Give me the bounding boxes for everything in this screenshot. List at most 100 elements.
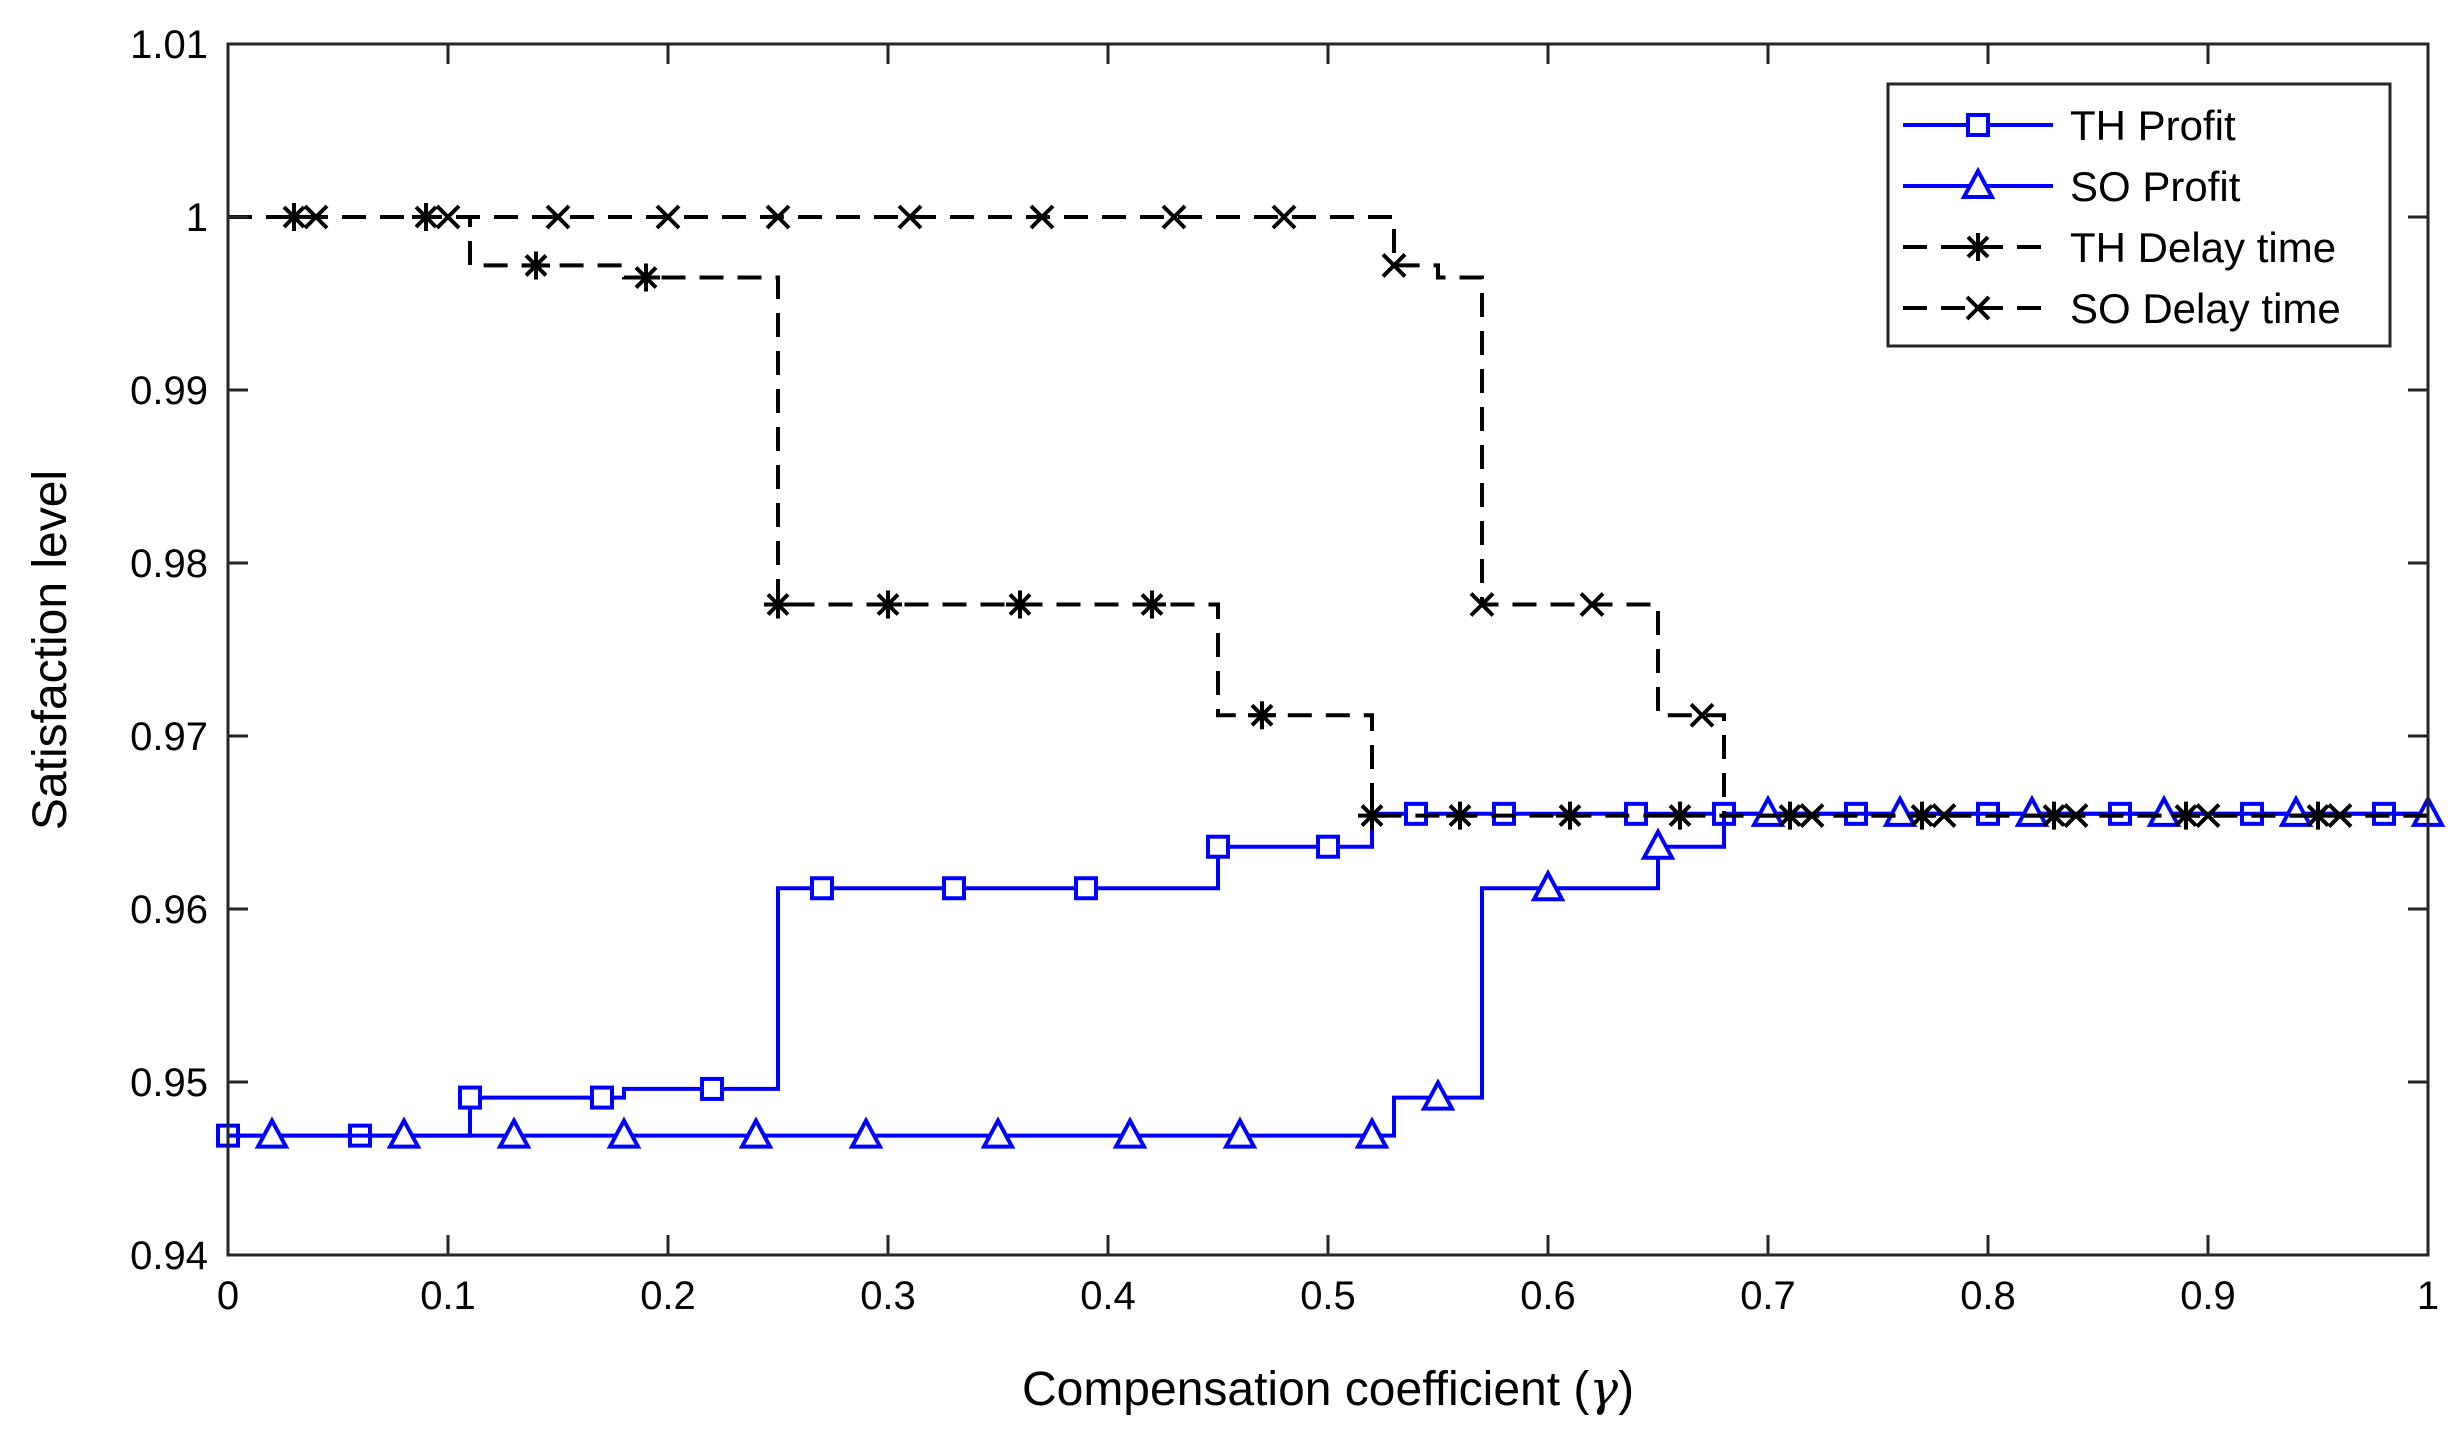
- data-point-th-delay-time: [2040, 801, 2068, 830]
- cross-marker-shape: [1029, 204, 1055, 230]
- x-tick-label: 0.6: [1520, 1274, 1576, 1318]
- y-axis-label: Satisfaction level: [24, 470, 77, 830]
- data-point-so-profit: [980, 1116, 1016, 1149]
- legend-entry-th-profit: TH Profit: [1903, 102, 2236, 149]
- data-point-so-delay-time: [1029, 204, 1055, 230]
- legend-marker-so-delay-time: [1965, 295, 1991, 321]
- cross-marker-shape: [655, 204, 681, 230]
- data-point-th-delay-time: [632, 263, 660, 292]
- data-point-so-profit: [2278, 794, 2314, 827]
- data-point-th-delay-time: [874, 590, 902, 619]
- cross-marker-shape: [897, 204, 923, 230]
- legend-entry-th-delay-time: TH Delay time: [1903, 224, 2336, 271]
- cross-marker-shape: [303, 204, 329, 230]
- triangle-marker-shape: [1882, 794, 1918, 827]
- triangle-marker-shape: [1354, 1116, 1390, 1149]
- x-tick-label: 0.3: [860, 1274, 916, 1318]
- asterisk-marker-shape: [1138, 590, 1166, 619]
- square-marker-shape: [1074, 876, 1098, 901]
- square-marker-shape: [810, 876, 834, 901]
- x-tick-label: 0.1: [420, 1274, 476, 1318]
- triangle-marker-shape: [2278, 794, 2314, 827]
- data-point-th-delay-time: [1446, 801, 1474, 830]
- ticks-layer: 0 0.1 0.2 0.3 0.4 0.5 0.6 0.7 0.8 0.9 1 0.94 0.95 0.9…: [130, 23, 2439, 1318]
- data-point-th-delay-time: [1666, 801, 1694, 830]
- data-point-so-profit: [386, 1116, 422, 1149]
- x-tick-label: 0.8: [1960, 1274, 2016, 1318]
- data-point-th-delay-time: [522, 251, 550, 280]
- data-point-so-delay-time: [435, 204, 461, 230]
- data-point-so-profit: [1750, 794, 1786, 827]
- data-point-th-delay-time: [1358, 801, 1386, 830]
- data-point-so-profit: [1420, 1078, 1456, 1111]
- data-point-th-delay-time: [1006, 590, 1034, 619]
- data-point-so-delay-time: [1161, 204, 1187, 230]
- triangle-marker-shape: [1420, 1078, 1456, 1111]
- data-point-th-profit: [1316, 834, 1340, 859]
- x-tick-label: 0.4: [1080, 1274, 1136, 1318]
- data-point-so-profit: [1882, 794, 1918, 827]
- data-point-so-delay-time: [897, 204, 923, 230]
- asterisk-marker-shape: [1666, 801, 1694, 830]
- asterisk-marker-shape: [1358, 801, 1386, 830]
- square-marker-shape: [700, 1076, 724, 1101]
- triangle-marker-shape: [606, 1116, 642, 1149]
- data-point-so-profit: [2146, 794, 2182, 827]
- triangle-marker-shape: [386, 1116, 422, 1149]
- x-tick-label: 0.7: [1740, 1274, 1796, 1318]
- x-tick-label: 1: [2417, 1274, 2439, 1318]
- cross-marker-shape: [1381, 253, 1407, 278]
- data-point-th-profit: [1206, 834, 1230, 859]
- data-point-th-delay-time: [280, 203, 308, 231]
- cross-marker-shape: [1469, 592, 1495, 617]
- square-marker-shape: [458, 1085, 482, 1110]
- asterisk-marker-shape: [2040, 801, 2068, 830]
- data-point-th-delay-time: [1556, 801, 1584, 830]
- data-point-so-delay-time: [1271, 204, 1297, 230]
- x-axis-label: Compensation coefficient (γ): [1022, 1361, 1634, 1417]
- legend-label-so-profit: SO Profit: [2070, 163, 2241, 210]
- triangle-marker-shape: [1530, 869, 1566, 902]
- data-point-th-delay-time: [1776, 801, 1804, 830]
- legend: TH Profit SO Profit TH Delay time SO Delay …: [1886, 82, 2392, 348]
- cross-marker-shape: [765, 204, 791, 230]
- asterisk-marker-shape: [522, 251, 550, 280]
- legend-marker-so-profit: [1960, 166, 1996, 199]
- series-so-delay-time: [228, 204, 2428, 828]
- asterisk-marker-shape: [280, 203, 308, 231]
- asterisk-marker-shape: [1556, 801, 1584, 830]
- asterisk-marker-shape: [2304, 801, 2332, 830]
- cross-marker-shape: [2327, 803, 2353, 828]
- data-point-so-profit: [738, 1116, 774, 1149]
- asterisk-marker-shape: [1248, 701, 1276, 730]
- square-marker-shape: [942, 876, 966, 901]
- series-so-profit: [228, 794, 2446, 1149]
- data-point-so-delay-time: [1381, 253, 1407, 278]
- triangle-marker-shape: [254, 1116, 290, 1149]
- legend-label-th-delay-time: TH Delay time: [2070, 224, 2336, 271]
- asterisk-marker-shape: [764, 590, 792, 619]
- data-point-so-delay-time: [1799, 803, 1825, 828]
- data-point-so-delay-time: [2195, 803, 2221, 828]
- data-point-so-profit: [1640, 827, 1676, 860]
- cross-marker-shape: [1271, 204, 1297, 230]
- cross-marker-shape: [2063, 803, 2089, 828]
- data-point-th-delay-time: [1138, 590, 1166, 619]
- asterisk-marker-shape: [1446, 801, 1474, 830]
- series-line-so-profit: [228, 811, 2428, 1138]
- y-tick-label: 0.98: [130, 542, 208, 586]
- y-tick-label: 0.95: [130, 1061, 208, 1105]
- data-point-so-profit: [1112, 1116, 1148, 1149]
- data-point-th-delay-time: [764, 590, 792, 619]
- data-point-so-profit: [1530, 869, 1566, 902]
- square-marker-shape: [1966, 113, 1990, 137]
- cross-marker-shape: [435, 204, 461, 230]
- y-tick-label: 1: [186, 196, 208, 240]
- data-point-so-delay-time: [2327, 803, 2353, 828]
- cross-marker-shape: [545, 204, 571, 230]
- data-point-so-delay-time: [1579, 592, 1605, 617]
- y-tick-label: 1.01: [130, 23, 208, 67]
- y-tick-label: 0.94: [130, 1234, 208, 1278]
- data-point-th-profit: [700, 1076, 724, 1101]
- data-point-so-delay-time: [545, 204, 571, 230]
